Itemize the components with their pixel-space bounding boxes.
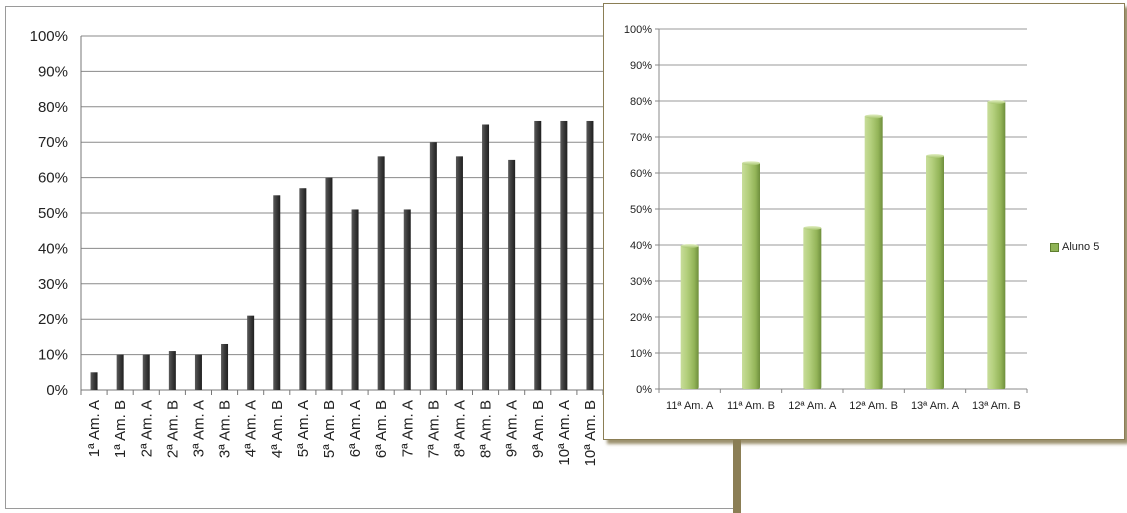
x-tick-label: 12ª Am. A	[788, 400, 837, 412]
bar	[221, 343, 229, 390]
x-tick-label: 5ª Am. B	[321, 400, 338, 458]
chart-left: 0% 10% 20% 30% 40% 50% 60% 70% 80% 90% 100% 1ª Am. …	[30, 28, 604, 466]
bar	[508, 159, 516, 390]
legend-swatch-icon	[1050, 242, 1059, 252]
bar-cap	[803, 226, 822, 230]
bar	[803, 227, 822, 389]
y-tick-label: 90%	[630, 60, 652, 72]
y-tick-label: 10%	[630, 348, 652, 360]
chart-right-panel: 0% 10% 20% 30% 40% 50% 60% 70% 80% 90% 100% 11ª Am.…	[603, 3, 1125, 440]
x-tick-label: 10ª Am. A	[556, 400, 573, 466]
bar	[377, 156, 385, 390]
bar	[429, 142, 437, 390]
bar	[273, 195, 281, 390]
bar	[194, 354, 202, 390]
x-tick-label: 5ª Am. A	[295, 400, 312, 457]
y-tick-label: 100%	[624, 24, 652, 36]
y-tick-label: 70%	[38, 134, 68, 151]
bar-cap	[926, 154, 944, 158]
x-tick-label: 7ª Am. B	[425, 400, 442, 458]
y-tick-label: 70%	[630, 132, 652, 144]
decorative-bar	[733, 440, 741, 513]
bar-cap	[742, 161, 760, 166]
gridlines	[81, 35, 603, 356]
bar	[926, 155, 944, 389]
y-tick-label: 50%	[38, 205, 68, 222]
x-tick-label: 1ª Am. B	[112, 400, 129, 458]
bar	[403, 209, 411, 390]
x-tick-label: 13ª Am. B	[972, 400, 1021, 412]
bar-cap	[680, 244, 699, 248]
bar	[534, 120, 542, 391]
x-tick-label: 10ª Am. B	[582, 400, 599, 466]
bar	[299, 188, 307, 390]
y-tick-label: 20%	[38, 311, 68, 328]
y-tick-label: 30%	[38, 276, 68, 293]
y-tick-label: 40%	[630, 240, 652, 252]
x-tick-label: 9ª Am. A	[504, 400, 521, 457]
bar	[987, 101, 1006, 389]
x-tick-label: 2ª Am. B	[164, 400, 181, 458]
y-tick-label: 90%	[38, 63, 68, 80]
bar	[90, 372, 98, 390]
bar	[142, 354, 150, 390]
y-tick-label: 40%	[38, 240, 68, 257]
x-tick-label: 4ª Am. B	[269, 400, 286, 458]
legend: Aluno 5	[1050, 241, 1099, 253]
x-tick-label: 12ª Am. B	[849, 400, 898, 412]
x-tick-label: 8ª Am. B	[478, 400, 495, 458]
bar	[455, 156, 463, 390]
bar	[586, 120, 594, 391]
y-tick-label: 0%	[636, 384, 652, 396]
y-tick-label: 60%	[630, 168, 652, 180]
bar	[482, 124, 490, 390]
bar	[168, 351, 176, 390]
chart-right: 0% 10% 20% 30% 40% 50% 60% 70% 80% 90% 100% 11ª Am.…	[624, 24, 1028, 412]
x-tick-label: 11ª Am. B	[727, 400, 775, 412]
bar	[351, 209, 359, 390]
y-tick-label: 50%	[630, 204, 652, 216]
y-tick-label: 60%	[38, 170, 68, 187]
y-tick-label: 10%	[38, 347, 68, 364]
x-tick-label: 4ª Am. A	[243, 400, 260, 457]
x-tick-label: 7ª Am. A	[399, 400, 416, 457]
legend-label: Aluno 5	[1062, 241, 1100, 253]
y-tick-label: 20%	[630, 312, 652, 324]
y-tick-label: 80%	[38, 99, 68, 116]
bar	[864, 115, 883, 390]
x-tick-label: 9ª Am. B	[530, 400, 547, 458]
bar	[560, 120, 568, 391]
x-tick-label: 8ª Am. A	[451, 400, 468, 457]
bar	[742, 162, 760, 389]
gridlines	[659, 28, 1027, 354]
x-tick-label: 11ª Am. A	[666, 400, 714, 412]
y-tick-label: 100%	[30, 28, 68, 45]
x-tick-label: 6ª Am. B	[373, 400, 390, 458]
x-tick-label: 3ª Am. B	[217, 400, 234, 458]
x-tick-label: 13ª Am. A	[911, 400, 960, 412]
y-tick-label: 80%	[630, 96, 652, 108]
y-tick-label: 30%	[630, 276, 652, 288]
bar-cap	[987, 100, 1006, 104]
y-tick-label: 0%	[46, 382, 68, 399]
bar-cap	[864, 114, 883, 119]
bar	[680, 245, 699, 389]
x-tick-label: 1ª Am. A	[86, 400, 103, 457]
bar	[116, 354, 124, 390]
x-tick-label: 2ª Am. A	[138, 400, 155, 457]
bar	[247, 315, 255, 390]
x-tick-label: 3ª Am. A	[190, 400, 207, 457]
bar	[325, 177, 333, 390]
x-tick-label: 6ª Am. A	[347, 400, 364, 457]
